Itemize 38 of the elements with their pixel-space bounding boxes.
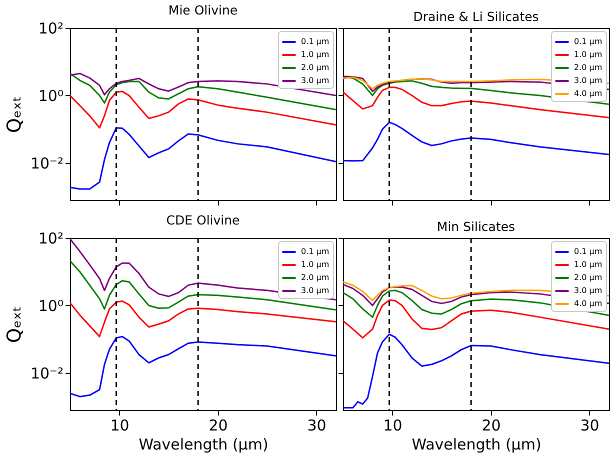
legend-label: 3.0 μm xyxy=(574,286,602,295)
legend-label: 2.0 μm xyxy=(574,273,602,282)
legend-label: 1.0 μm xyxy=(574,260,602,269)
y-tick-label: 10⁻² xyxy=(30,154,64,172)
x-tick-label: 20 xyxy=(482,416,501,434)
legend-label: 3.0 μm xyxy=(574,76,602,85)
legend-label: 3.0 μm xyxy=(301,76,330,85)
x-tick-label: 20 xyxy=(208,416,228,434)
y-axis-title: Qₑₓₜ xyxy=(3,306,26,343)
legend-label: 2.0 μm xyxy=(301,63,330,72)
x-tick-label: 10 xyxy=(383,416,402,434)
chart-title: CDE Olivine xyxy=(166,212,240,228)
chart-title: Draine & Li Silicates xyxy=(413,8,539,24)
legend-label: 3.0 μm xyxy=(301,286,330,295)
legend-label: 2.0 μm xyxy=(574,63,602,72)
legend-label: 0.1 μm xyxy=(301,37,330,46)
legend-label: 1.0 μm xyxy=(301,260,330,269)
legend-label: 2.0 μm xyxy=(301,273,330,282)
legend-label: 4.0 μm xyxy=(574,89,602,98)
x-tick-label: 10 xyxy=(110,416,130,434)
y-axis-title: Qₑₓₜ xyxy=(3,96,26,133)
legend-label: 0.1 μm xyxy=(574,247,602,256)
legend-label: 1.0 μm xyxy=(574,50,602,59)
chart-title: Min Silicates xyxy=(436,218,516,234)
x-tick-label: 30 xyxy=(580,416,600,434)
legend-label: 4.0 μm xyxy=(574,299,602,308)
x-axis-title: Wavelength (μm) xyxy=(138,436,268,454)
y-tick-label: 10⁰ xyxy=(38,296,64,315)
y-tick-label: 10² xyxy=(38,20,64,38)
legend-label: 1.0 μm xyxy=(301,50,330,59)
y-tick-label: 10⁻² xyxy=(30,364,64,382)
x-tick-label: 30 xyxy=(307,416,326,434)
legend-label: 0.1 μm xyxy=(574,37,602,46)
y-tick-label: 10⁰ xyxy=(38,86,64,105)
chart-title: Mie Olivine xyxy=(168,2,238,18)
legend-label: 0.1 μm xyxy=(301,247,330,256)
y-tick-label: 10² xyxy=(38,230,64,248)
x-axis-title: Wavelength (μm) xyxy=(412,436,542,454)
